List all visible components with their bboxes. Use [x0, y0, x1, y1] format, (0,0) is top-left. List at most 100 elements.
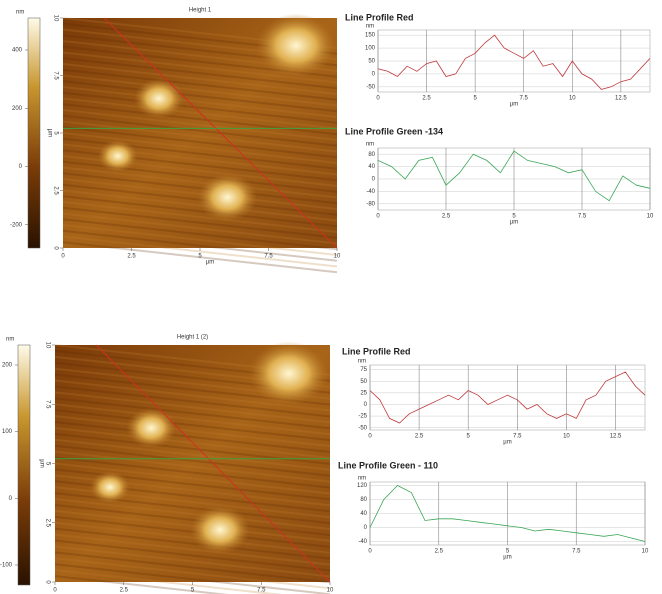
- y-tick-label: 150: [365, 33, 376, 39]
- texture: [62, 57, 338, 90]
- colorbar-tick-label: 200: [12, 106, 23, 112]
- x-tick-label: 5: [473, 96, 477, 102]
- texture: [62, 241, 338, 274]
- y-tick-label: 75: [360, 367, 367, 373]
- colorbar-tick-label: 200: [2, 363, 13, 369]
- profile-red: [95, 344, 331, 583]
- profile-line: [377, 34, 651, 90]
- chart-title: Line Profile Green - 110: [338, 460, 438, 470]
- colorbar-tick-label: -100: [0, 563, 13, 569]
- texture: [62, 80, 338, 113]
- x-tick-label: 10: [563, 434, 570, 440]
- texture: [54, 569, 283, 594]
- x-tick-label: 7.5: [572, 549, 581, 555]
- x-tick-label: 7.5: [578, 214, 587, 220]
- colorbar-tick-label: -200: [10, 222, 23, 228]
- texture: [54, 533, 331, 566]
- x-tick-label: 7.5: [513, 434, 522, 440]
- feature: [248, 341, 329, 406]
- x-axis-label: µm: [510, 102, 518, 108]
- x-tick-label: 0: [376, 214, 380, 220]
- chart-title: Line Profile Red: [345, 12, 414, 22]
- y-tick-label: 40: [360, 511, 367, 517]
- y-axis-label: µm: [38, 459, 44, 467]
- x-tick-label: 2.5: [422, 96, 431, 102]
- texture: [62, 132, 338, 164]
- texture: [54, 557, 331, 590]
- texture: [54, 450, 331, 483]
- x-tick-label: 7.5: [264, 254, 273, 260]
- x-tick-label: 2.5: [435, 549, 444, 555]
- x-tick-label: 0: [368, 434, 372, 440]
- feature: [97, 140, 138, 172]
- x-tick-label: 2.5: [127, 254, 136, 260]
- y-axis-label: nm: [358, 476, 366, 482]
- texture: [54, 421, 331, 454]
- texture: [62, 86, 338, 118]
- y-tick-label: 0: [364, 525, 368, 531]
- texture: [62, 103, 338, 136]
- y-tick-label: 2.5: [52, 186, 58, 195]
- y-tick-label: -40: [366, 189, 375, 195]
- texture: [54, 503, 331, 536]
- y-tick-label: 10: [52, 15, 58, 22]
- x-axis-label: µm: [206, 260, 214, 266]
- y-tick-label: 50: [368, 59, 375, 65]
- texture: [62, 68, 338, 101]
- texture: [54, 385, 331, 418]
- x-tick-label: 5: [512, 214, 516, 220]
- texture: [62, 97, 338, 130]
- plot-area: [369, 364, 646, 431]
- colorbar: [27, 17, 41, 249]
- texture: [62, 74, 338, 107]
- y-tick-label: 7.5: [52, 71, 58, 80]
- x-tick-label: 10: [327, 588, 334, 594]
- x-tick-label: 2.5: [442, 214, 451, 220]
- profile-line: [377, 150, 651, 202]
- colorbar-tick-label: 0: [9, 496, 13, 502]
- x-tick-label: 7.5: [520, 96, 529, 102]
- texture: [62, 201, 338, 233]
- profile-red: [103, 17, 338, 249]
- texture: [54, 379, 331, 412]
- feature: [197, 173, 258, 222]
- texture: [54, 397, 331, 430]
- y-tick-label: -25: [358, 414, 367, 420]
- y-axis-label: nm: [366, 24, 374, 30]
- profile-line: [369, 485, 646, 542]
- image-title: Height 1: [189, 8, 212, 14]
- x-tick-label: 0: [61, 254, 65, 260]
- texture: [54, 391, 331, 424]
- texture: [62, 166, 338, 199]
- x-tick-label: 0: [368, 549, 372, 555]
- texture: [54, 403, 331, 436]
- y-tick-label: -80: [366, 201, 375, 207]
- y-tick-label: -50: [358, 425, 367, 431]
- texture: [54, 415, 331, 448]
- y-tick-label: 2.5: [44, 519, 50, 528]
- texture: [54, 545, 331, 578]
- feature: [255, 13, 336, 78]
- texture: [54, 409, 331, 442]
- texture: [62, 235, 338, 268]
- x-tick-label: 0: [376, 96, 380, 102]
- colorbar-label: nm: [6, 337, 14, 343]
- texture: [54, 551, 331, 584]
- y-tick-label: 10: [44, 342, 50, 349]
- y-tick-label: 0: [364, 402, 368, 408]
- y-tick-label: 7.5: [44, 400, 50, 409]
- colorbar-label: nm: [16, 10, 24, 16]
- texture: [62, 224, 338, 256]
- y-axis-label: nm: [366, 142, 374, 148]
- y-tick-label: 0: [372, 71, 376, 77]
- x-tick-label: 10: [647, 214, 654, 220]
- y-tick-label: 25: [360, 390, 367, 396]
- y-tick-label: 80: [368, 152, 375, 158]
- image-title: Height 1 (2): [177, 335, 208, 341]
- x-axis-label: µm: [510, 220, 518, 226]
- y-tick-label: 120: [357, 483, 368, 489]
- y-tick-label: 0: [44, 580, 50, 584]
- x-tick-label: 12.5: [610, 434, 622, 440]
- texture: [62, 212, 338, 245]
